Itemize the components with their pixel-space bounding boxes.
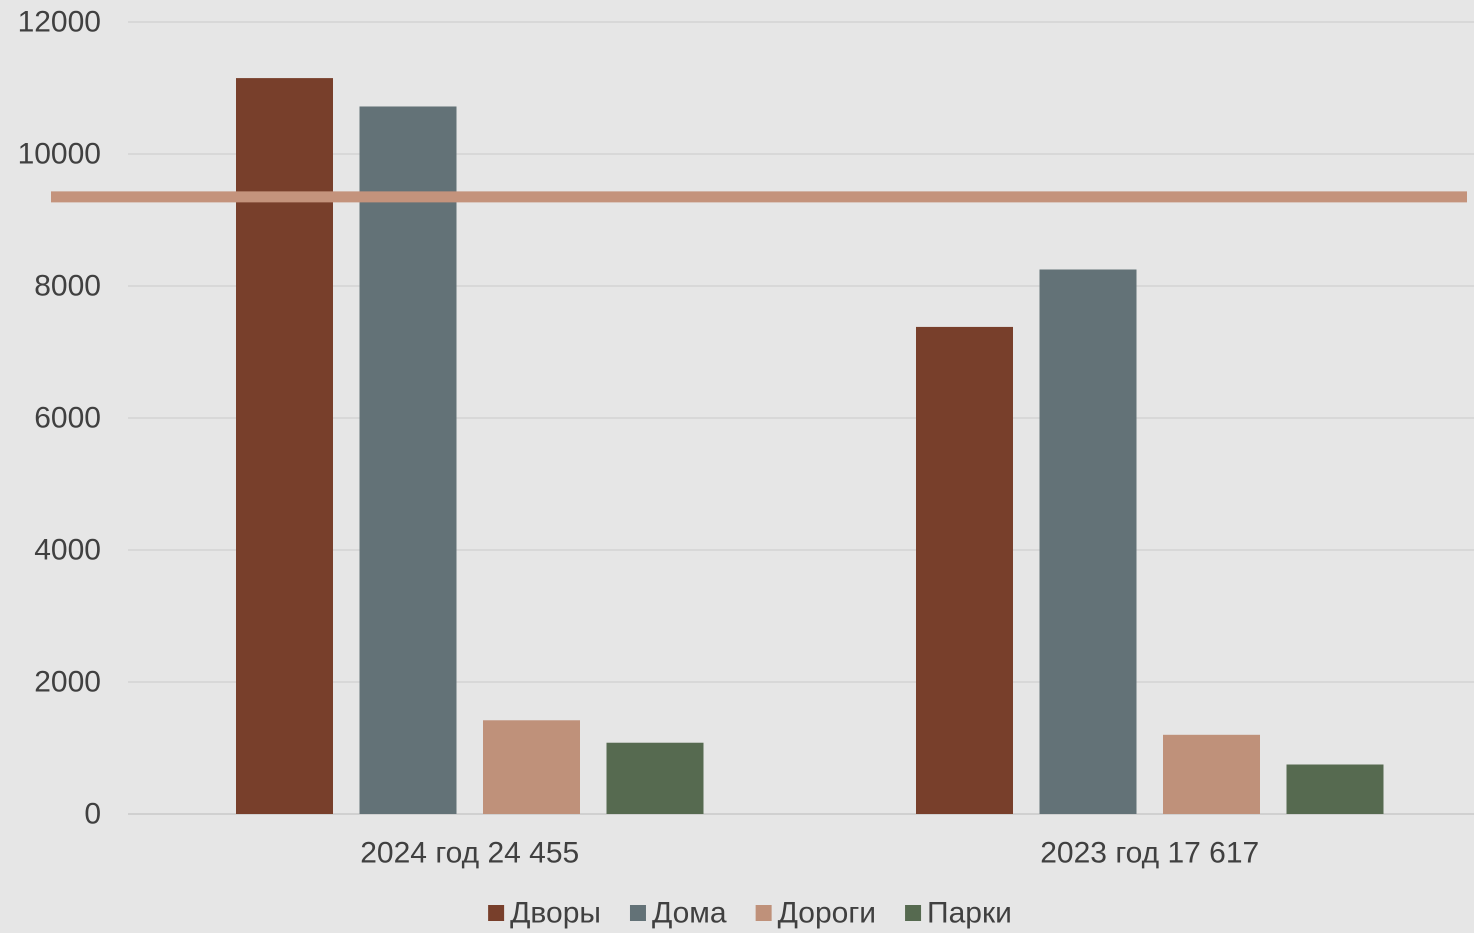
legend-label: Дома xyxy=(652,897,727,930)
y-tick-label: 4000 xyxy=(34,534,101,567)
legend-swatch xyxy=(905,905,922,921)
legend-label: Дороги xyxy=(778,897,876,930)
x-tick-label: 2024 год 24 455 xyxy=(360,837,579,870)
bars-layer xyxy=(236,78,1384,815)
legend-swatch xyxy=(755,905,772,921)
bar xyxy=(483,720,580,814)
bar xyxy=(1286,764,1384,814)
legend-swatch xyxy=(488,905,505,921)
bar xyxy=(359,106,457,815)
y-tick-label: 0 xyxy=(84,798,101,831)
legend-label: Парки xyxy=(927,897,1012,930)
legend-swatch xyxy=(629,905,646,921)
legend: Дворы Дома Дороги Парки xyxy=(488,897,1012,930)
bar xyxy=(606,742,704,814)
bar xyxy=(916,326,1013,814)
x-tick-label: 2023 год 17 617 xyxy=(1040,837,1259,870)
y-tick-label: 2000 xyxy=(34,666,101,699)
y-tick-label: 8000 xyxy=(34,270,101,303)
bar xyxy=(1163,734,1260,814)
bar xyxy=(236,78,333,815)
bar xyxy=(1039,269,1137,814)
axis-layer: 0 2000 4000 6000 8000 10000 12000 2024 год 24 4… xyxy=(18,6,1260,870)
y-tick-label: 6000 xyxy=(34,402,101,435)
legend-label: Дворы xyxy=(510,897,601,930)
y-tick-label: 10000 xyxy=(18,138,101,171)
y-tick-label: 12000 xyxy=(18,6,101,39)
